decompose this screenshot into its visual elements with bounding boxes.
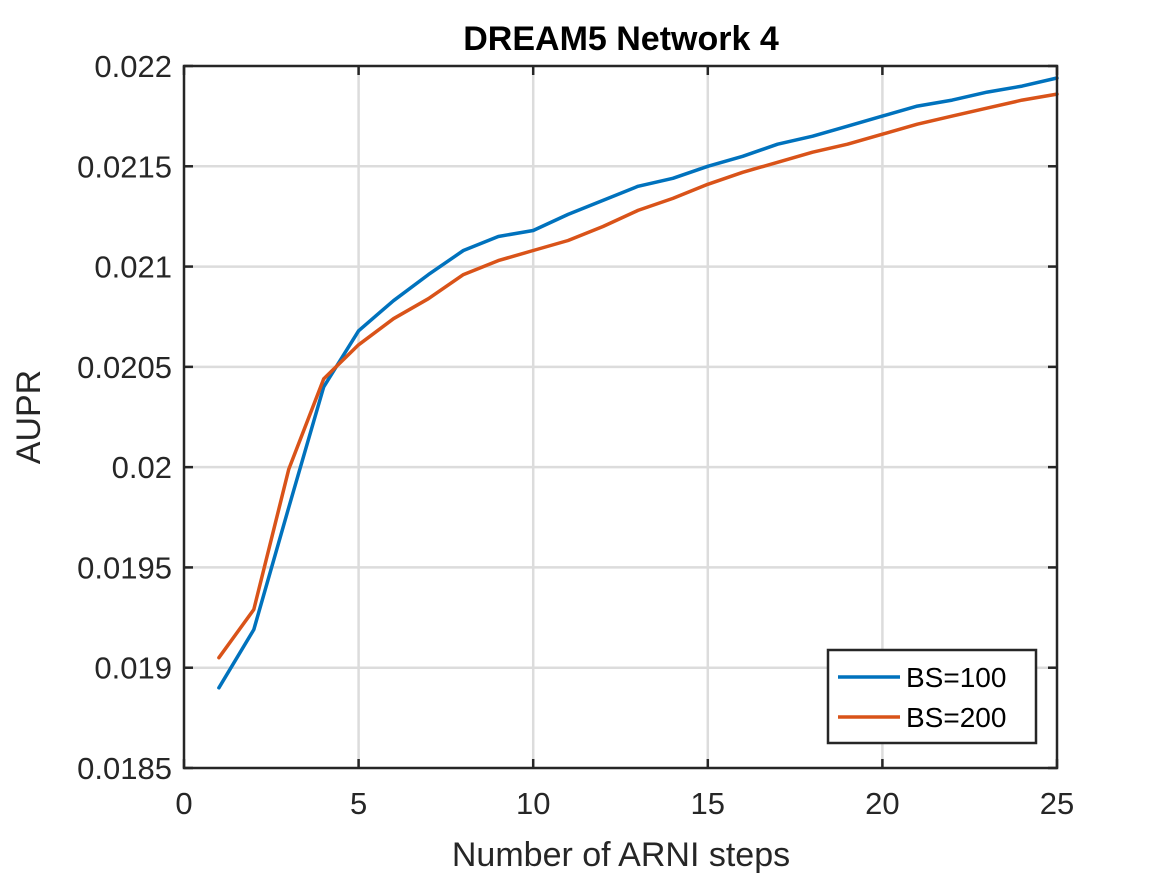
series-layer (217, 76, 1059, 690)
series-line-2 (217, 92, 1059, 660)
x-tick-label: 10 (516, 786, 550, 821)
legend-label-2: BS=200 (906, 702, 1006, 733)
legend: BS=100 BS=200 (826, 648, 1038, 745)
y-tick-label: 0.0195 (77, 550, 172, 585)
x-tick-label: 0 (175, 786, 192, 821)
chart-title: DREAM5 Network 4 (463, 20, 779, 58)
tick-labels: 0 5 10 15 20 25 0.0185 0.019 0.0195 0.02 0.0205 0.0… (77, 49, 1074, 821)
legend-box (826, 648, 1038, 745)
y-tick-label: 0.022 (94, 49, 172, 84)
axes-box (182, 64, 1059, 770)
y-tick-label: 0.0185 (77, 751, 172, 786)
x-tick-label: 15 (691, 786, 725, 821)
y-tick-label: 0.021 (94, 250, 172, 285)
y-tick-label: 0.0215 (77, 149, 172, 184)
x-tick-label: 25 (1040, 786, 1074, 821)
x-tick-label: 5 (350, 786, 367, 821)
y-tick-label: 0.02 (112, 450, 172, 485)
legend-label-1: BS=100 (906, 662, 1006, 693)
y-axis-label: AUPR (10, 370, 48, 464)
x-tick-label: 20 (865, 786, 899, 821)
axes (182, 64, 1059, 770)
series-line-1 (217, 76, 1059, 690)
y-tick-label: 0.0205 (77, 350, 172, 385)
x-axis-label: Number of ARNI steps (452, 836, 790, 874)
y-tick-label: 0.019 (94, 651, 172, 686)
